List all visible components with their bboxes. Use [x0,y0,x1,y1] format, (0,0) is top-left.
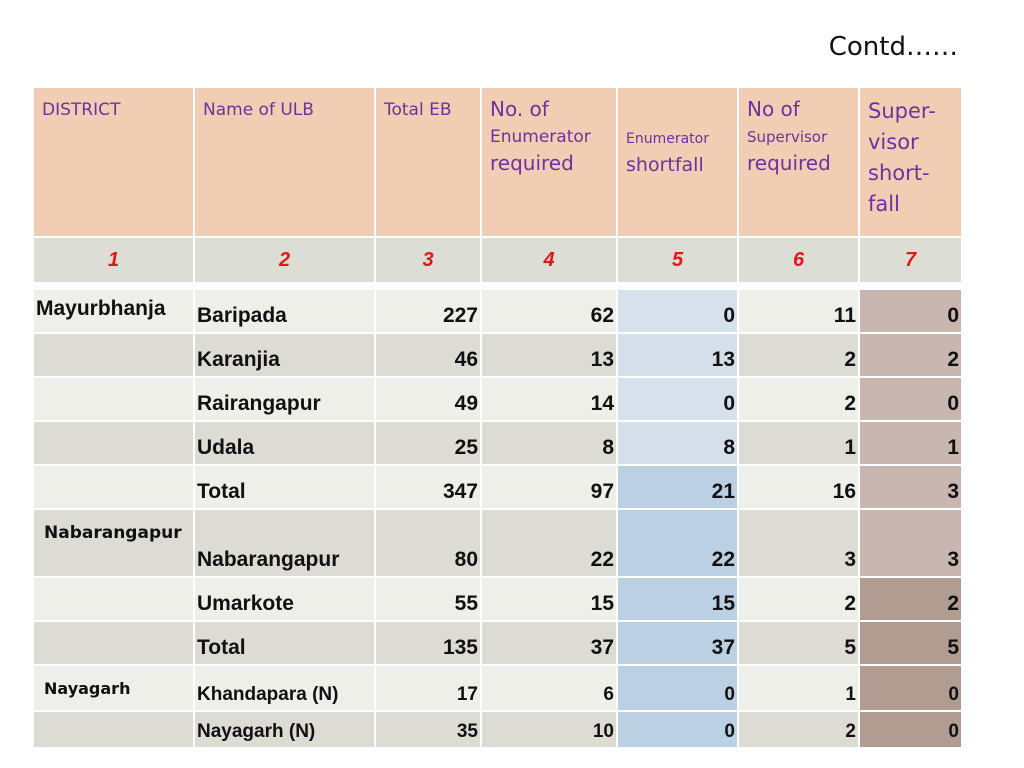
supervisor-shortfall-cell: 3 [858,508,963,578]
header-ulb: Name of ULB [193,86,376,238]
header-district: DISTRICT [32,86,195,238]
enumerator-required-cell: 13 [480,332,618,378]
header-row: DISTRICT Name of ULB Total EB No. of Enu… [32,86,963,238]
district-cell [32,620,195,666]
district-cell [32,420,195,466]
ulb-cell: Nabarangapur [193,508,376,578]
enumerator-required-cell: 97 [480,464,618,510]
total-eb-cell: 25 [374,420,482,466]
column-index: 3 [374,236,482,284]
ulb-cell: Karanjia [193,332,376,378]
supervisor-required-cell: 5 [737,620,860,666]
supervisor-required-cell: 1 [737,420,860,466]
supervisor-required-cell: 2 [737,710,860,749]
column-index: 7 [858,236,963,284]
header-enumerator-required: No. of Enumerator required [480,86,618,238]
table-row: Nayagarh (N) 35 10 0 2 0 [32,710,963,749]
enumerator-shortfall-cell: 0 [616,710,739,749]
total-eb-cell: 135 [374,620,482,666]
enumerator-shortfall-cell: 8 [616,420,739,466]
enumerator-shortfall-cell: 22 [616,508,739,578]
continued-label: Contd…… [828,32,958,62]
total-eb-cell: 49 [374,376,482,422]
supervisor-required-cell: 2 [737,376,860,422]
total-eb-cell: 55 [374,576,482,622]
header-total-eb: Total EB [374,86,482,238]
table-row: Nayagarh Khandapara (N) 17 6 0 1 0 [32,664,963,712]
table-row-total: Total 347 97 21 16 3 [32,464,963,510]
table-row: Umarkote 55 15 15 2 2 [32,576,963,622]
district-cell [32,464,195,510]
column-index: 5 [616,236,739,284]
column-index: 6 [737,236,860,284]
total-eb-cell: 347 [374,464,482,510]
column-index: 2 [193,236,376,284]
enumerator-shortfall-cell: 37 [616,620,739,666]
total-eb-cell: 35 [374,710,482,749]
header-supervisor-required: No of Supervisor required [737,86,860,238]
header-supervisor-shortfall: Super- visor short- fall [858,86,963,238]
column-index: 4 [480,236,618,284]
column-index: 1 [32,236,195,284]
district-cell [32,576,195,622]
supervisor-shortfall-cell: 0 [858,288,963,334]
ulb-enumerator-table: DISTRICT Name of ULB Total EB No. of Enu… [32,86,963,749]
total-eb-cell: 46 [374,332,482,378]
supervisor-required-cell: 11 [737,288,860,334]
ulb-cell: Total [193,464,376,510]
supervisor-required-cell: 2 [737,576,860,622]
ulb-cell: Umarkote [193,576,376,622]
enumerator-required-cell: 10 [480,710,618,749]
supervisor-shortfall-cell: 0 [858,664,963,712]
district-cell: Nayagarh [32,664,195,712]
total-eb-cell: 227 [374,288,482,334]
district-cell [32,376,195,422]
ulb-cell: Rairangapur [193,376,376,422]
enumerator-shortfall-cell: 13 [616,332,739,378]
table-row: Karanjia 46 13 13 2 2 [32,332,963,378]
column-index-row: 1 2 3 4 5 6 7 [32,236,963,284]
district-cell: Nabarangapur [32,508,195,578]
district-cell: Mayurbhanja [32,288,195,334]
supervisor-required-cell: 2 [737,332,860,378]
supervisor-shortfall-cell: 3 [858,464,963,510]
supervisor-shortfall-cell: 0 [858,376,963,422]
ulb-cell: Nayagarh (N) [193,710,376,749]
enumerator-shortfall-cell: 0 [616,664,739,712]
district-cell [32,332,195,378]
ulb-cell: Udala [193,420,376,466]
supervisor-required-cell: 3 [737,508,860,578]
ulb-cell: Baripada [193,288,376,334]
spacer-row [32,283,963,289]
ulb-cell: Khandapara (N) [193,664,376,712]
supervisor-required-cell: 1 [737,664,860,712]
supervisor-shortfall-cell: 5 [858,620,963,666]
header-enumerator-shortfall: Enumerator shortfall [616,86,739,238]
total-eb-cell: 17 [374,664,482,712]
enumerator-required-cell: 14 [480,376,618,422]
table-row: Nabarangapur Nabarangapur 80 22 22 3 3 [32,508,963,578]
enumerator-shortfall-cell: 0 [616,288,739,334]
supervisor-shortfall-cell: 2 [858,576,963,622]
enumerator-shortfall-cell: 21 [616,464,739,510]
enumerator-shortfall-cell: 15 [616,576,739,622]
supervisor-shortfall-cell: 2 [858,332,963,378]
table-row: Mayurbhanja Baripada 227 62 0 11 0 [32,288,963,334]
enumerator-required-cell: 8 [480,420,618,466]
supervisor-required-cell: 16 [737,464,860,510]
enumerator-required-cell: 37 [480,620,618,666]
table-row: Udala 25 8 8 1 1 [32,420,963,466]
enumerator-required-cell: 6 [480,664,618,712]
ulb-cell: Total [193,620,376,666]
enumerator-required-cell: 62 [480,288,618,334]
district-cell [32,710,195,749]
total-eb-cell: 80 [374,508,482,578]
enumerator-required-cell: 15 [480,576,618,622]
table-row-total: Total 135 37 37 5 5 [32,620,963,666]
table-row: Rairangapur 49 14 0 2 0 [32,376,963,422]
enumerator-required-cell: 22 [480,508,618,578]
enumerator-shortfall-cell: 0 [616,376,739,422]
supervisor-shortfall-cell: 1 [858,420,963,466]
supervisor-shortfall-cell: 0 [858,710,963,749]
